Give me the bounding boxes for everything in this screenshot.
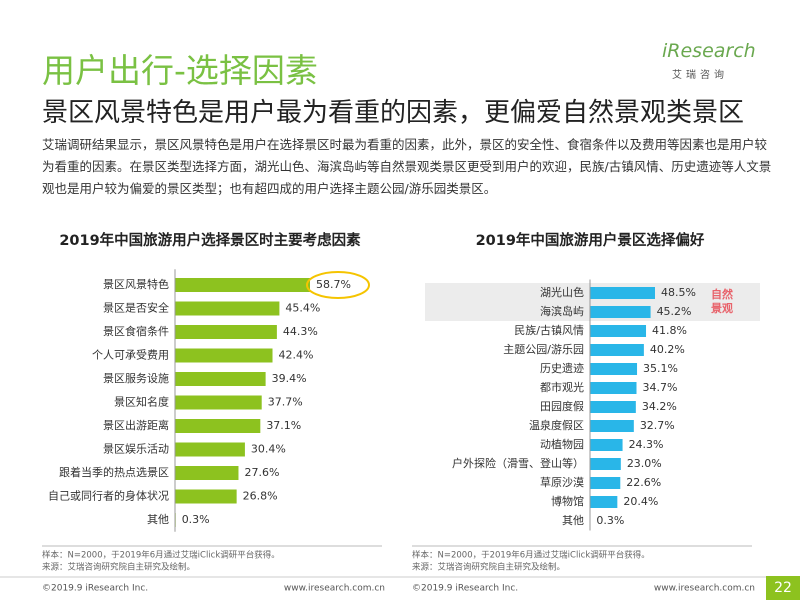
footer-url: www.iresearch.com.cn — [284, 584, 385, 594]
category-label: 温泉度假区 — [529, 418, 584, 432]
category-label: 海滨岛屿 — [540, 304, 584, 318]
value-label: 39.4% — [272, 372, 307, 385]
footer-url: www.iresearch.com.cn — [654, 584, 755, 594]
bar — [590, 439, 623, 451]
value-label: 22.6% — [626, 476, 661, 489]
category-label: 田园度假 — [540, 399, 584, 413]
source-note: 样本：N=2000，于2019年6月通过艾瑞iClick调研平台获得。 — [42, 550, 280, 561]
value-label: 42.4% — [279, 349, 314, 362]
bar — [590, 306, 651, 318]
value-label: 27.6% — [244, 466, 279, 479]
value-label: 45.4% — [285, 302, 320, 315]
category-label: 草原沙漠 — [540, 476, 584, 489]
category-label: 都市观光 — [540, 380, 584, 394]
bar — [590, 382, 637, 394]
value-label: 45.2% — [657, 305, 692, 318]
bar — [175, 301, 280, 316]
value-label: 41.8% — [652, 324, 687, 337]
value-label: 48.5% — [661, 286, 696, 299]
bar — [175, 419, 261, 433]
value-label: 34.2% — [642, 400, 677, 413]
value-label: 34.7% — [643, 381, 678, 394]
category-label: 景区服务设施 — [103, 372, 169, 385]
category-label: 其他 — [147, 513, 169, 526]
category-label: 景区是否安全 — [103, 301, 169, 315]
value-label: 26.8% — [243, 490, 278, 503]
value-label: 23.0% — [627, 457, 662, 470]
highlight-ellipse — [306, 271, 370, 299]
bar — [175, 442, 245, 457]
footer-copyright: ©2019.9 iResearch Inc. — [412, 584, 518, 594]
category-label: 跟着当季的热点选景区 — [59, 465, 169, 479]
bar — [175, 489, 237, 504]
chart-title: 2019年中国旅游用户景区选择偏好 — [476, 231, 705, 249]
annotation: 自然景观 — [711, 288, 733, 315]
bar — [590, 420, 634, 432]
value-label: 35.1% — [643, 362, 678, 375]
value-label: 58.7% — [316, 278, 351, 291]
title: 用户出行-选择因素 — [42, 51, 318, 90]
bar — [175, 372, 266, 386]
logo: iResearch — [662, 40, 756, 62]
category-label: 动植物园 — [540, 437, 584, 451]
category-label: 自己或同行者的身体状况 — [48, 489, 169, 503]
value-label: 44.3% — [283, 325, 318, 338]
body-text: 艾瑞调研结果显示，景区风景特色是用户在选择景区时最为看重的因素，此外，景区的安全… — [42, 137, 772, 196]
category-label: 景区风景特色 — [103, 277, 169, 291]
bar — [590, 496, 618, 508]
value-label: 40.2% — [650, 343, 685, 356]
category-label: 历史遗迹 — [540, 361, 584, 375]
page-number: 22 — [766, 576, 800, 600]
value-label: 0.3% — [596, 514, 624, 527]
category-label: 主题公园/游乐园 — [503, 343, 584, 356]
category-label: 景区食宿条件 — [103, 324, 169, 338]
value-label: 24.3% — [629, 438, 664, 451]
bar — [175, 348, 273, 363]
bar — [590, 401, 636, 413]
value-label: 30.4% — [251, 443, 286, 456]
bar — [590, 363, 638, 375]
subtitle: 景区风景特色是用户最为看重的因素，更偏爱自然景观类景区 — [42, 98, 745, 128]
category-label: 博物馆 — [551, 494, 584, 508]
value-label: 37.7% — [268, 396, 303, 409]
bar — [590, 287, 655, 299]
chart-title: 2019年中国旅游用户选择景区时主要考虑因素 — [59, 231, 361, 249]
category-label: 其他 — [562, 514, 584, 527]
footer-copyright: ©2019.9 iResearch Inc. — [42, 584, 148, 594]
bar — [590, 477, 621, 489]
bar — [590, 325, 647, 337]
category-label: 民族/古镇风情 — [514, 323, 584, 337]
bar — [175, 278, 310, 292]
value-label: 0.3% — [182, 513, 210, 526]
bar — [175, 395, 262, 410]
value-label: 20.4% — [623, 495, 658, 508]
bar — [175, 466, 239, 480]
category-label: 景区知名度 — [114, 395, 169, 409]
category-label: 户外探险（滑雪、登山等） — [452, 456, 584, 470]
bar — [590, 458, 621, 470]
logo-sub: 艾瑞咨询 — [672, 70, 728, 81]
source-note: 来源：艾瑞咨询研究院自主研究及绘制。 — [42, 562, 195, 573]
value-label: 32.7% — [640, 419, 675, 432]
bar — [590, 344, 644, 356]
category-label: 湖光山色 — [540, 285, 584, 299]
value-label: 37.1% — [266, 419, 301, 432]
category-label: 个人可承受费用 — [92, 349, 169, 362]
category-label: 景区娱乐活动 — [103, 442, 169, 456]
source-note: 样本：N=2000，于2019年6月通过艾瑞iClick调研平台获得。 — [412, 550, 650, 561]
category-label: 景区出游距离 — [103, 418, 169, 432]
source-note: 来源：艾瑞咨询研究院自主研究及绘制。 — [412, 562, 565, 573]
bar — [175, 325, 277, 339]
